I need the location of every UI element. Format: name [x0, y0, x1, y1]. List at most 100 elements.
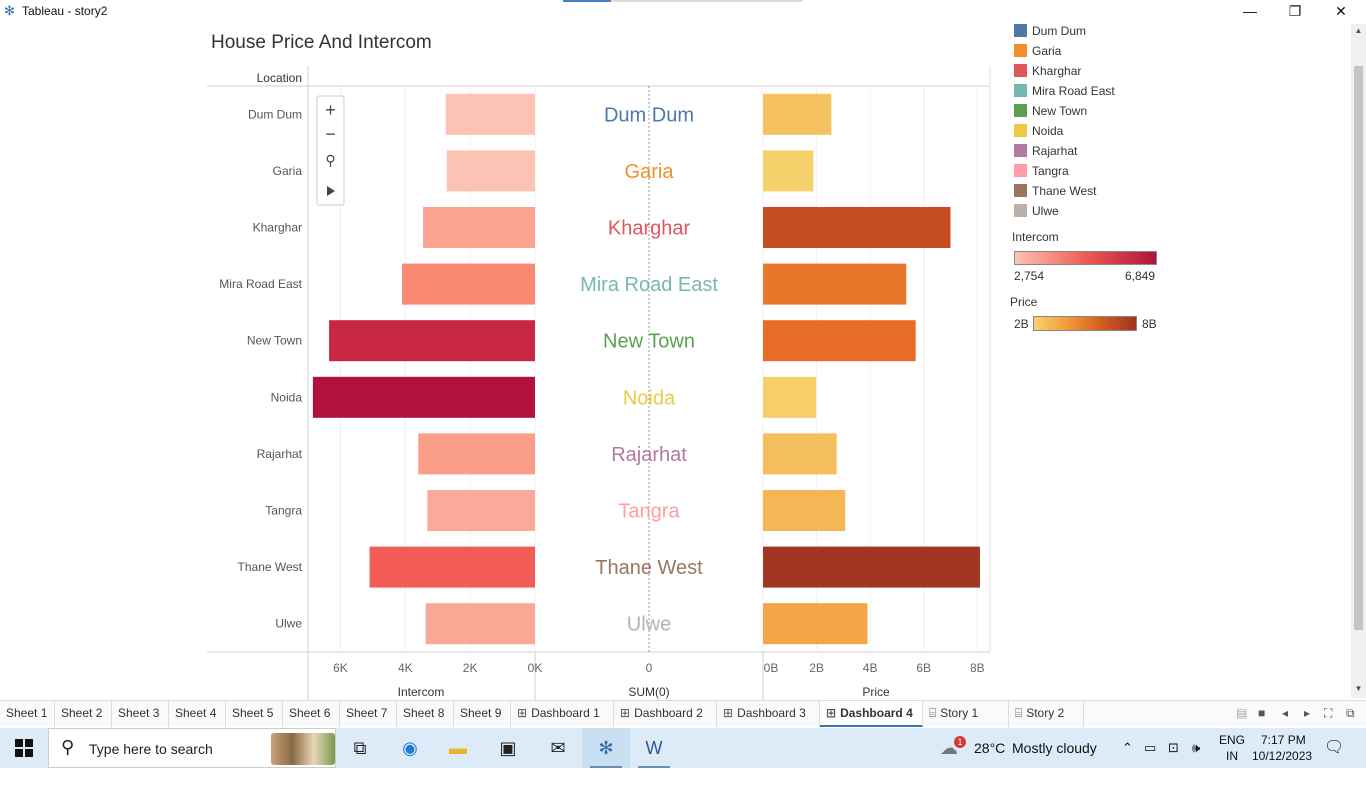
intercom-bar[interactable] [427, 490, 535, 531]
legend-item[interactable]: Rajarhat [1012, 142, 1172, 162]
tab-scroll-right-icon[interactable]: ▸ [1304, 706, 1311, 720]
battery-icon[interactable]: ▭ [1144, 740, 1157, 755]
price-bar[interactable] [763, 207, 951, 248]
network-icon[interactable]: ⊡ [1168, 740, 1179, 755]
legend-item[interactable]: Garia [1012, 42, 1172, 62]
intercom-bar[interactable] [369, 546, 535, 588]
weather-icon[interactable]: ☁ [940, 738, 958, 758]
legend-swatch [1014, 44, 1027, 57]
intercom-bar[interactable] [446, 150, 535, 192]
sum-tick-label: 0 [646, 661, 653, 675]
tab-story-2[interactable]: ⌸ Story 2 [1009, 701, 1084, 727]
price-bar[interactable] [763, 490, 846, 531]
clock-time[interactable]: 7:17 PM [1261, 733, 1306, 747]
tab-sheet-2[interactable]: Sheet 2 [55, 701, 112, 727]
language-label[interactable]: ENG [1219, 733, 1246, 747]
dashboard-title: House Price And Intercom [211, 32, 432, 53]
bar-chart[interactable]: Location 6K 4K 2K 0K 0B 2B 4B 6B 8B 0 Intercom SUM(0… [0, 60, 1000, 700]
notifications-icon[interactable]: 🗨 [1324, 739, 1345, 756]
legend-swatch [1014, 184, 1027, 197]
tab-dashboard-4[interactable]: ⊞ Dashboard 4 [820, 701, 923, 727]
tab-sheet-1[interactable]: Sheet 1 [0, 701, 55, 727]
price-bar[interactable] [763, 320, 916, 362]
restore-button[interactable]: ❐ [1288, 3, 1302, 19]
minimize-button[interactable]: — [1243, 3, 1257, 19]
intercom-bar[interactable] [312, 376, 535, 418]
fullscreen-icon[interactable]: ⛶ [1324, 706, 1333, 720]
show-filmstrip-icon[interactable]: ■ [1258, 706, 1266, 720]
legend-swatch [1014, 124, 1027, 137]
price-bar[interactable] [763, 433, 837, 475]
tab-sheet-5[interactable]: Sheet 5 [226, 701, 283, 727]
zoom-out-icon[interactable]: − [325, 124, 336, 144]
legend-item[interactable]: Kharghar [1012, 62, 1172, 82]
legend-item[interactable]: Ulwe [1012, 202, 1172, 222]
tab-story-1[interactable]: ⌸ Story 1 [923, 701, 1009, 727]
intercom-bar[interactable] [329, 320, 535, 362]
clock-date[interactable]: 10/12/2023 [1252, 749, 1313, 763]
weather-temp[interactable]: 28°C [974, 740, 1006, 756]
location-label: Dum Dum [604, 104, 694, 126]
region-label[interactable]: IN [1226, 749, 1238, 763]
vertical-scrollbar[interactable]: ▲ ▼ [1351, 24, 1366, 698]
legend-item[interactable]: Mira Road East [1012, 82, 1172, 102]
intercom-bar[interactable] [423, 207, 535, 248]
scroll-up-icon[interactable]: ▲ [1354, 26, 1363, 35]
intercom-bar[interactable] [445, 93, 535, 135]
tableau-taskbar-icon[interactable]: ✻ [582, 728, 630, 768]
legend-swatch [1014, 144, 1027, 157]
price-bar[interactable] [763, 93, 832, 135]
volume-icon[interactable]: 🕪 [1192, 740, 1201, 755]
loading-strip [563, 0, 803, 2]
windows-start-icon[interactable] [15, 739, 33, 757]
file-explorer-icon[interactable]: ▬ [449, 738, 467, 758]
weather-condition[interactable]: Mostly cloudy [1012, 740, 1097, 756]
intercom-bar[interactable] [402, 263, 535, 305]
pin-icon[interactable]: ⚲ [325, 152, 335, 168]
intercom-min-label: 2,754 [1014, 269, 1045, 283]
show-sheet-sorter-icon[interactable]: ▤ [1236, 706, 1248, 720]
dashboard-icon: ⊞ [826, 706, 837, 720]
tab-dashboard-2[interactable]: ⊞ Dashboard 2 [614, 701, 717, 727]
intercom-bar[interactable] [425, 603, 535, 645]
legend-item[interactable]: Dum Dum [1012, 22, 1172, 42]
row-label: Garia [273, 164, 303, 178]
legend-item[interactable]: Tangra [1012, 162, 1172, 182]
tab-label: Story 2 [1026, 706, 1065, 720]
tab-sheet-3[interactable]: Sheet 3 [112, 701, 169, 727]
row-label: Rajarhat [257, 447, 303, 461]
tab-sheet-9[interactable]: Sheet 9 [454, 701, 511, 727]
tab-scroll-left-icon[interactable]: ◂ [1282, 706, 1289, 720]
tab-dashboard-3[interactable]: ⊞ Dashboard 3 [717, 701, 820, 727]
zoom-in-icon[interactable]: + [325, 100, 336, 120]
close-button[interactable]: ✕ [1335, 3, 1347, 19]
row-label: Thane West [238, 560, 303, 574]
legend-item[interactable]: New Town [1012, 102, 1172, 122]
word-taskbar-icon[interactable]: W [630, 728, 678, 768]
microsoft-store-icon[interactable]: ▣ [499, 738, 517, 758]
task-view-icon[interactable]: ⧉ [353, 738, 367, 758]
edge-browser-icon[interactable]: ◉ [402, 738, 418, 758]
show-hidden-icons-icon[interactable]: ⌃ [1122, 740, 1133, 755]
scroll-thumb[interactable] [1354, 66, 1363, 630]
legend-item[interactable]: Noida [1012, 122, 1172, 142]
price-bar[interactable] [763, 603, 868, 645]
expand-icon[interactable] [327, 186, 335, 196]
presentation-icon[interactable]: ⧉ [1346, 706, 1355, 720]
price-bar[interactable] [763, 546, 980, 588]
scroll-down-icon[interactable]: ▼ [1354, 684, 1363, 693]
tab-sheet-6[interactable]: Sheet 6 [283, 701, 340, 727]
price-bar[interactable] [763, 263, 907, 305]
title-bar: ✻ Tableau - story2 — ❐ ✕ [0, 0, 1366, 24]
price-bar[interactable] [763, 376, 817, 418]
legend-item[interactable]: Thane West [1012, 182, 1172, 202]
search-highlight-image [271, 733, 335, 765]
tab-sheet-4[interactable]: Sheet 4 [169, 701, 226, 727]
taskbar-search-box[interactable]: ⚲ Type here to search [48, 728, 336, 768]
tab-sheet-7[interactable]: Sheet 7 [340, 701, 397, 727]
tab-sheet-8[interactable]: Sheet 8 [397, 701, 454, 727]
intercom-bar[interactable] [418, 433, 535, 475]
tab-dashboard-1[interactable]: ⊞ Dashboard 1 [511, 701, 614, 727]
price-bar[interactable] [763, 150, 814, 192]
mail-icon[interactable]: ✉ [550, 738, 566, 758]
